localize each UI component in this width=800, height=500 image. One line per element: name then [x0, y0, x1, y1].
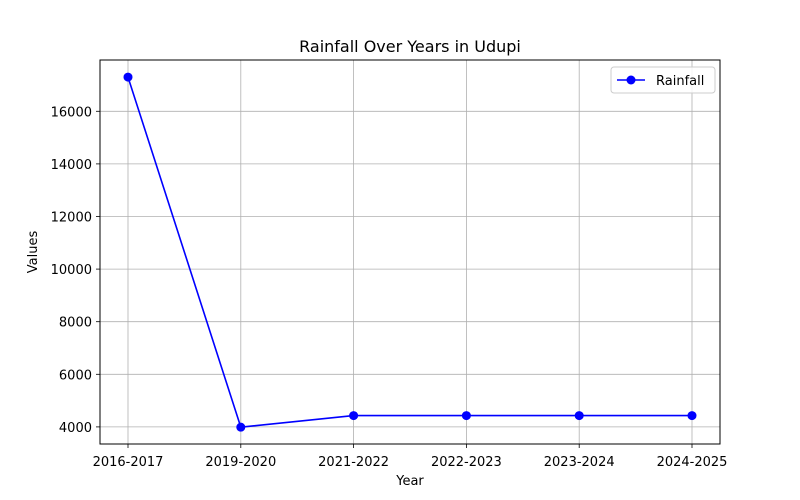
legend-marker-swatch	[626, 75, 636, 85]
data-point	[687, 411, 697, 421]
x-tick-label: 2024-2025	[657, 455, 728, 470]
x-tick-label: 2019-2020	[205, 455, 276, 470]
chart-title: Rainfall Over Years in Udupi	[299, 37, 521, 56]
y-axis: 4000 6000 8000 10000 12000 14000 16000	[51, 105, 100, 436]
series-line-rainfall	[127, 76, 692, 428]
x-axis: 2016-2017 2019-2020 2021-2022 2022-2023 2023…	[93, 444, 728, 470]
legend: Rainfall	[610, 66, 716, 94]
y-tick-label: 16000	[51, 105, 92, 120]
grid-lines	[100, 60, 720, 444]
legend-box	[610, 66, 716, 94]
data-point	[236, 422, 246, 432]
x-tick-label: 2021-2022	[318, 455, 389, 470]
x-tick-label: 2016-2017	[93, 455, 164, 470]
data-point	[123, 72, 133, 82]
x-axis-label: Year	[395, 474, 424, 489]
legend-label-rainfall: Rainfall	[656, 74, 704, 89]
y-tick-label: 14000	[51, 158, 92, 173]
x-tick-label: 2023-2024	[544, 455, 615, 470]
plot-area-frame	[99, 59, 721, 445]
data-point	[461, 411, 471, 421]
data-point	[574, 411, 584, 421]
x-tick-label: 2022-2023	[431, 455, 502, 470]
y-tick-label: 4000	[59, 421, 92, 436]
y-tick-label: 6000	[59, 368, 92, 383]
y-tick-label: 10000	[51, 263, 92, 278]
data-point	[349, 411, 359, 421]
y-tick-label: 8000	[59, 316, 92, 331]
y-tick-label: 12000	[51, 210, 92, 225]
y-axis-label: Values	[26, 231, 41, 274]
series-group	[123, 72, 697, 432]
